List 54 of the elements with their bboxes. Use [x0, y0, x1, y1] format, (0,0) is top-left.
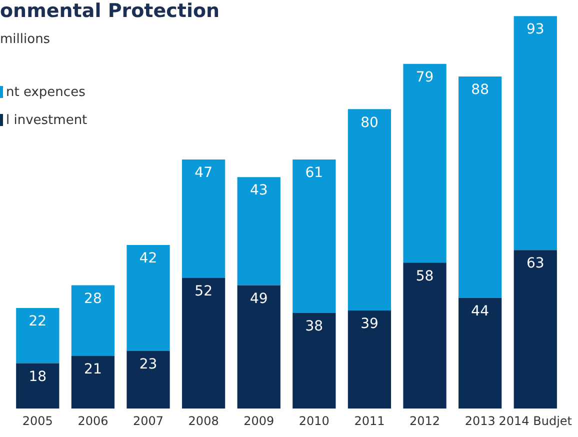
x-tick-label: 2013 — [464, 414, 496, 428]
legend-label: l investment — [6, 112, 88, 128]
data-label: 63 — [526, 256, 544, 272]
bar — [182, 278, 226, 409]
bar — [16, 363, 60, 409]
x-tick-label: 2006 — [78, 414, 108, 428]
bar — [292, 159, 336, 313]
bar — [16, 308, 60, 364]
bar — [403, 64, 446, 263]
bar — [348, 310, 392, 409]
bar — [71, 356, 115, 409]
data-label: 38 — [305, 318, 324, 335]
x-tick-label: 2012 — [410, 414, 440, 428]
text: millions — [0, 32, 50, 47]
bar — [514, 250, 557, 409]
bar — [292, 312, 336, 409]
x-tick-label: 2007 — [132, 414, 164, 428]
data-label: 47 — [194, 165, 212, 182]
data-label: 18 — [28, 368, 47, 385]
x-tick-label: 2010 — [298, 414, 330, 428]
data-label: 52 — [194, 283, 212, 300]
bar — [348, 109, 392, 310]
data-label: 39 — [360, 316, 378, 332]
x-tick-label: 2008 — [188, 414, 219, 428]
bar — [458, 298, 502, 409]
data-label: 28 — [84, 290, 102, 307]
data-label: 49 — [250, 290, 268, 307]
legend-label: nt expences — [6, 84, 86, 100]
bar — [237, 285, 280, 409]
data-label: 22 — [28, 314, 47, 330]
data-label: 61 — [305, 165, 324, 182]
data-label: 58 — [416, 268, 434, 284]
data-label: 43 — [250, 182, 268, 199]
bar — [403, 262, 446, 409]
bar — [126, 350, 170, 409]
bar — [182, 159, 226, 278]
bar — [237, 177, 280, 286]
data-label: 44 — [471, 304, 490, 320]
bar — [126, 245, 170, 351]
bar — [71, 285, 115, 356]
x-tick-label: 2009 — [244, 414, 274, 428]
x-tick-label: 2011 — [354, 414, 385, 428]
data-label: 79 — [416, 70, 434, 86]
data-label: 88 — [471, 82, 489, 98]
data-label: 42 — [139, 250, 158, 267]
chart-title: onmental Protection — [0, 0, 220, 22]
data-label: 93 — [526, 22, 544, 38]
x-tick-label: 2005 — [22, 414, 53, 428]
data-label: 80 — [360, 114, 378, 131]
bar — [458, 76, 502, 298]
data-label: 21 — [84, 361, 102, 378]
x-tick-label: 2014 Budjet — [498, 414, 572, 428]
bar — [514, 16, 557, 250]
data-label: 23 — [139, 356, 158, 372]
